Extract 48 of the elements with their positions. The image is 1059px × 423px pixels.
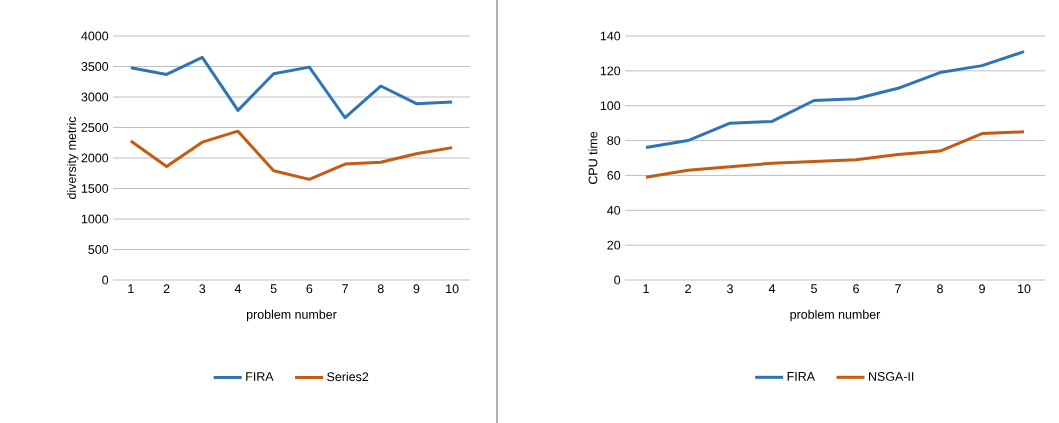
line-series [129,55,454,120]
x-axis-title: problem number [246,309,337,322]
legend-label: FIRA [787,372,815,381]
x-tick-label: 5 [270,284,277,294]
y-tick-label: 140 [600,31,621,41]
x-tick-label: 2 [685,284,691,294]
x-tick-label: 4 [234,284,242,293]
line-series [644,50,1026,150]
x-tick-label: 1 [128,284,134,293]
x-tick-label: 3 [199,284,206,294]
y-tick-label: 60 [607,171,621,180]
y-tick-label: 2000 [81,153,109,163]
x-tick-label: 9 [413,284,420,294]
x-axis-title: problem number [790,309,881,322]
x-tick-label: 5 [811,284,817,294]
y-tick-label: 3000 [81,92,109,102]
y-tick-label: 1500 [81,184,109,193]
legend-label: FIRA [246,372,274,381]
y-tick-label: 20 [607,240,621,250]
x-tick-label: 4 [768,284,776,293]
y-tick-label: 40 [607,205,621,215]
y-tick-label: 80 [607,136,621,145]
x-tick-label: 1 [643,284,649,293]
line-series [129,129,454,181]
y-tick-label: 1000 [81,214,109,224]
y-tick-label: 100 [600,101,621,111]
x-tick-label: 6 [853,284,859,294]
y-tick-label: 500 [88,245,109,254]
x-tick-label: 7 [895,284,901,293]
x-tick-label: 8 [937,284,943,294]
y-axis-title: CPU time [588,131,598,185]
x-tick-label: 2 [163,284,170,294]
legend-label: Series2 [327,372,369,382]
y-tick-label: 4000 [81,31,109,41]
legend-label: NSGA-II [869,372,914,381]
x-tick-label: 8 [377,284,384,294]
y-tick-label: 0 [102,275,109,285]
y-tick-label: 3500 [81,62,109,71]
x-tick-label: 7 [342,284,348,293]
y-tick-label: 2500 [81,123,109,132]
y-tick-label: 0 [614,275,621,285]
x-tick-label: 10 [1018,284,1031,294]
x-tick-label: 9 [979,284,985,294]
x-tick-label: 10 [446,284,459,294]
y-tick-label: 120 [600,66,621,76]
x-tick-label: 3 [727,284,733,294]
x-tick-label: 6 [306,284,313,294]
y-axis-title: diversity metric [66,116,79,199]
